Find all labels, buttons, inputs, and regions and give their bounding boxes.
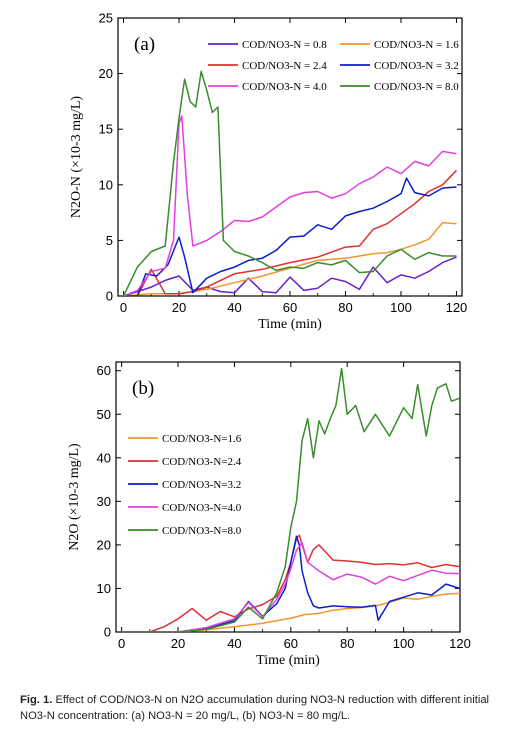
panel-a-series-line-6 (122, 70, 457, 296)
panel-a-legend-entry-4: COD/NO3-N = 3.2 (374, 60, 459, 72)
panel-a-legend-entry-2: COD/NO3-N = 1.6 (374, 39, 459, 51)
panel-b-series-line-4 (121, 541, 460, 632)
panel-a-legend-entry-6: COD/NO3-N = 8.0 (374, 81, 459, 93)
panel-b-xtick-label: 0 (118, 636, 125, 651)
panel-a-ytick-label: 5 (106, 233, 113, 248)
panel-a-y-axis-label: N2O-N (×10-3 mg/L) (69, 96, 84, 219)
panel-a-ytick-label: 10 (99, 177, 113, 192)
panel-a-ytick-label: 0 (106, 289, 113, 304)
panel-b-ytick-label: 10 (97, 581, 111, 596)
panel-a-chart: 0 20 40 60 80 100 120 0 5 10 15 20 25 Time (min) N2O-N… (69, 11, 467, 333)
panel-b-legend-entry-2: COD/NO3-N=2.4 (162, 456, 242, 468)
panel-b-x-axis-label: Time (min) (256, 653, 320, 668)
caption-label: Fig. 1. (20, 694, 53, 706)
panel-a-xtick-label: 20 (172, 300, 186, 315)
panel-a-panel-label: (a) (134, 34, 155, 55)
panel-a-legend-entry-3: COD/NO3-N = 2.4 (242, 60, 327, 72)
panel-a-series-line-3 (123, 169, 458, 296)
panel-b-y-axis-label: N2O (×10-3 mg/L) (67, 443, 82, 551)
panel-b-xtick-label: 40 (227, 636, 241, 651)
panel-a-legend-entry-1: COD/NO3-N = 0.8 (242, 39, 327, 51)
panel-b-ytick-label: 20 (97, 537, 111, 552)
panel-b-legend-entry-4: COD/NO3-N=4.0 (162, 502, 242, 514)
panel-b-chart: 0 20 40 60 80 100 120 0 10 20 30 40 50 60 Time (min) N2… (67, 361, 471, 668)
panel-a-ytick-label: 20 (99, 66, 113, 81)
panel-b-plot-frame (115, 361, 461, 633)
panel-a-ytick-label: 25 (99, 11, 113, 26)
panel-b-xtick-label: 100 (393, 636, 415, 651)
panel-b-xtick-label: 120 (449, 636, 471, 651)
panel-b-ytick-label: 50 (97, 407, 111, 422)
panel-b-ytick-label: 60 (97, 363, 111, 378)
panel-b-series-group (121, 367, 460, 632)
panel-a-series-line-5 (123, 115, 457, 296)
panel-a-series-line-1 (123, 256, 457, 296)
panel-b-panel-label: (b) (132, 378, 154, 399)
panel-b-ytick-label: 0 (104, 625, 111, 640)
panel-b-series-line-1 (121, 592, 460, 632)
figure-caption: Fig. 1. Effect of COD/NO3-N on N2O accum… (20, 692, 515, 724)
panel-a-series-group (122, 70, 458, 296)
panel-b-legend-entry-1: COD/NO3-N=1.6 (162, 433, 242, 445)
panel-b-xtick-label: 20 (171, 636, 185, 651)
panel-a-ytick-label: 15 (99, 122, 113, 137)
panel-b-xtick-label: 80 (340, 636, 354, 651)
caption-text: Effect of COD/NO3-N on N2O accumulation … (20, 694, 490, 722)
panel-a-xtick-label: 120 (446, 300, 468, 315)
panel-b-ytick-label: 30 (97, 494, 111, 509)
panel-b-series-line-2 (121, 534, 460, 632)
panel-a-xtick-label: 80 (338, 300, 352, 315)
panel-a-series-line-4 (123, 177, 457, 296)
panel-b-legend-entry-3: COD/NO3-N=3.2 (162, 479, 241, 491)
panel-a-xtick-label: 0 (120, 300, 127, 315)
panel-b-series-line-5 (121, 367, 460, 632)
panel-b-legend-entry-5: COD/NO3-N=8.0 (162, 525, 242, 537)
panel-a-xtick-label: 60 (283, 300, 297, 315)
panel-a-xtick-label: 40 (227, 300, 241, 315)
panel-a-xtick-label: 100 (390, 300, 412, 315)
panel-b-xtick-label: 60 (284, 636, 298, 651)
panel-b-ytick-label: 40 (97, 450, 111, 465)
panel-a-x-axis-label: Time (min) (258, 317, 322, 332)
panel-a-legend-entry-5: COD/NO3-N = 4.0 (242, 81, 327, 93)
